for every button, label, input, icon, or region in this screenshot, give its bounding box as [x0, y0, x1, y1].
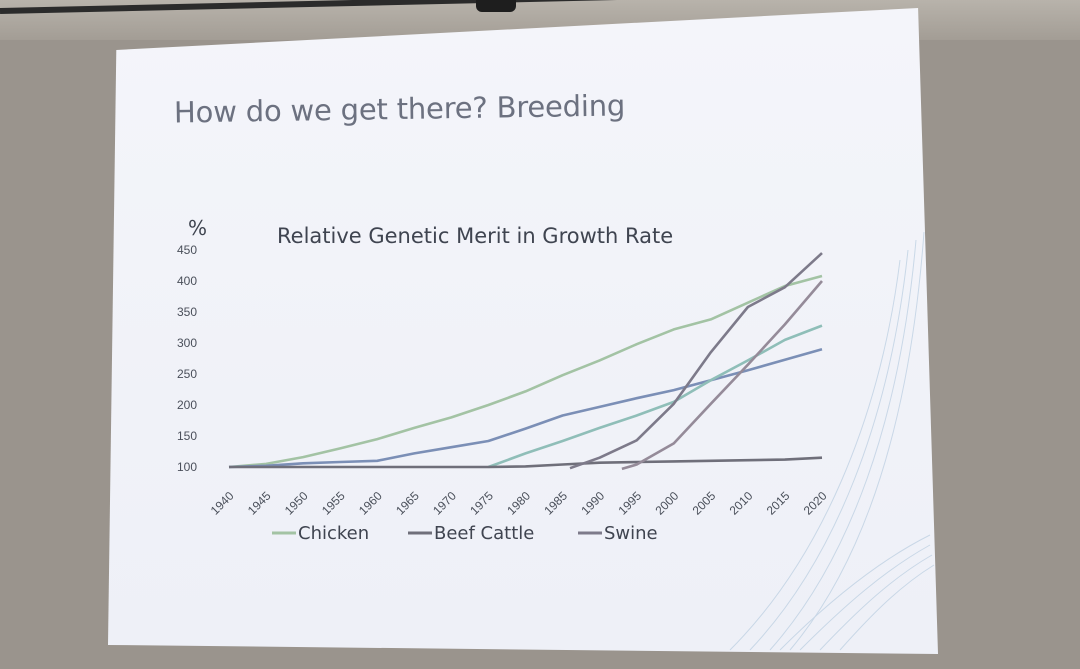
x-tick-label: 2010	[727, 489, 756, 518]
legend: Chicken Beef Cattle Swine	[272, 523, 658, 544]
x-tick-label: 1990	[578, 489, 607, 518]
legend-label: Chicken	[298, 523, 369, 544]
y-tick-label: 200	[177, 398, 197, 412]
x-tick-label: 1940	[208, 489, 237, 518]
y-axis-ticks: 100 150 200 250 300 350 400 450	[177, 243, 197, 474]
x-tick-label: 2000	[653, 489, 682, 518]
x-tick-label: 1980	[504, 489, 533, 518]
x-tick-label: 2005	[690, 489, 719, 518]
series-line-1	[228, 274, 823, 469]
series-line-5	[569, 252, 823, 470]
y-tick-label: 250	[177, 367, 197, 381]
x-axis-ticks: 1940 1945 1950 1955 1960 1965 1970 1975 1980 1985…	[208, 489, 830, 518]
y-tick-label: 450	[177, 243, 197, 257]
series-line-3	[487, 324, 823, 469]
y-tick-label: 100	[177, 460, 197, 474]
y-tick-label: 300	[177, 336, 197, 350]
y-tick-label: 400	[177, 274, 197, 288]
x-tick-label: 1955	[319, 489, 348, 518]
x-tick-label: 1985	[541, 489, 570, 518]
projector-mount	[476, 0, 516, 12]
y-tick-label: 350	[177, 305, 197, 319]
x-tick-label: 1950	[282, 489, 311, 518]
presentation-slide	[108, 8, 938, 654]
x-tick-label: 2015	[764, 489, 793, 518]
y-axis-label: %	[188, 216, 207, 240]
series-line-6	[621, 280, 823, 471]
x-tick-label: 1945	[245, 489, 274, 518]
legend-label: Beef Cattle	[434, 523, 534, 544]
x-tick-label: 1995	[615, 489, 644, 518]
x-tick-label: 1965	[393, 489, 422, 518]
x-tick-label: 1960	[356, 489, 385, 518]
series-line-4	[229, 456, 823, 469]
series-lines	[228, 252, 823, 471]
x-tick-label: 2020	[801, 489, 830, 518]
x-tick-label: 1970	[430, 489, 459, 518]
chart-title: Relative Genetic Merit in Growth Rate	[277, 224, 673, 248]
legend-label: Swine	[604, 523, 658, 544]
series-line-2	[228, 347, 823, 469]
y-tick-label: 150	[177, 429, 197, 443]
x-tick-label: 1975	[467, 489, 496, 518]
